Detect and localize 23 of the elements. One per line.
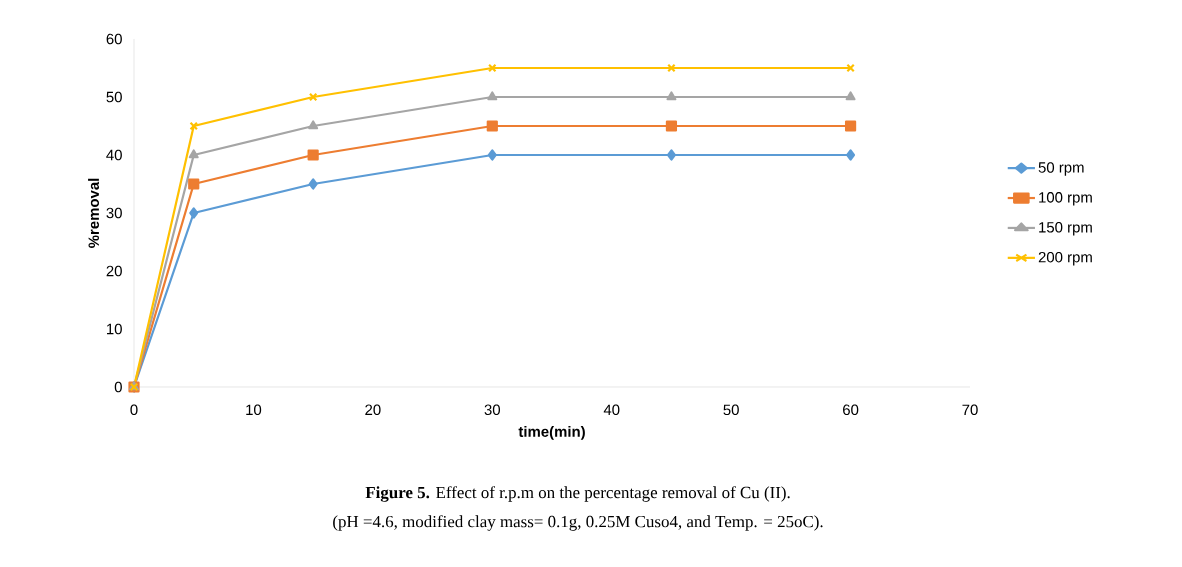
y-tick-label: 50 (106, 91, 122, 103)
y-tick-label: 60 (106, 33, 122, 45)
y-tick-label: 40 (106, 149, 122, 161)
legend-label: 200 rpm (1038, 251, 1092, 266)
y-tick-label: 30 (106, 207, 122, 219)
x-tick-label: 30 (484, 404, 501, 416)
text: Figure 5. Effect of r.p.m on the percentage removal of Cu (II). (365, 486, 790, 502)
x-tick-label: 60 (843, 404, 859, 416)
y-tick-label: 20 (106, 265, 122, 277)
text: (pH =4.6, modified clay mass= 0.1g, 0.25M Cuso4, and Temp. = 25oC). (333, 515, 823, 531)
legend-label: 100 rpm (1039, 192, 1092, 206)
x-axis-title: time(min) (518, 425, 585, 440)
y-axis-title: %removal (88, 178, 100, 248)
x-tick-label: 70 (962, 404, 978, 416)
x-tick-label: 10 (246, 404, 262, 416)
x-tick-label: 20 (365, 404, 381, 416)
x-tick-label: 50 (723, 404, 739, 416)
y-tick-label: 0 (114, 381, 122, 393)
legend-label: 50 rpm (1038, 162, 1084, 176)
x-tick-label: 40 (603, 404, 620, 416)
y-tick-label: 10 (107, 323, 122, 335)
x-tick-label: 0 (130, 404, 138, 416)
legend-label: 150 rpm (1039, 221, 1092, 236)
